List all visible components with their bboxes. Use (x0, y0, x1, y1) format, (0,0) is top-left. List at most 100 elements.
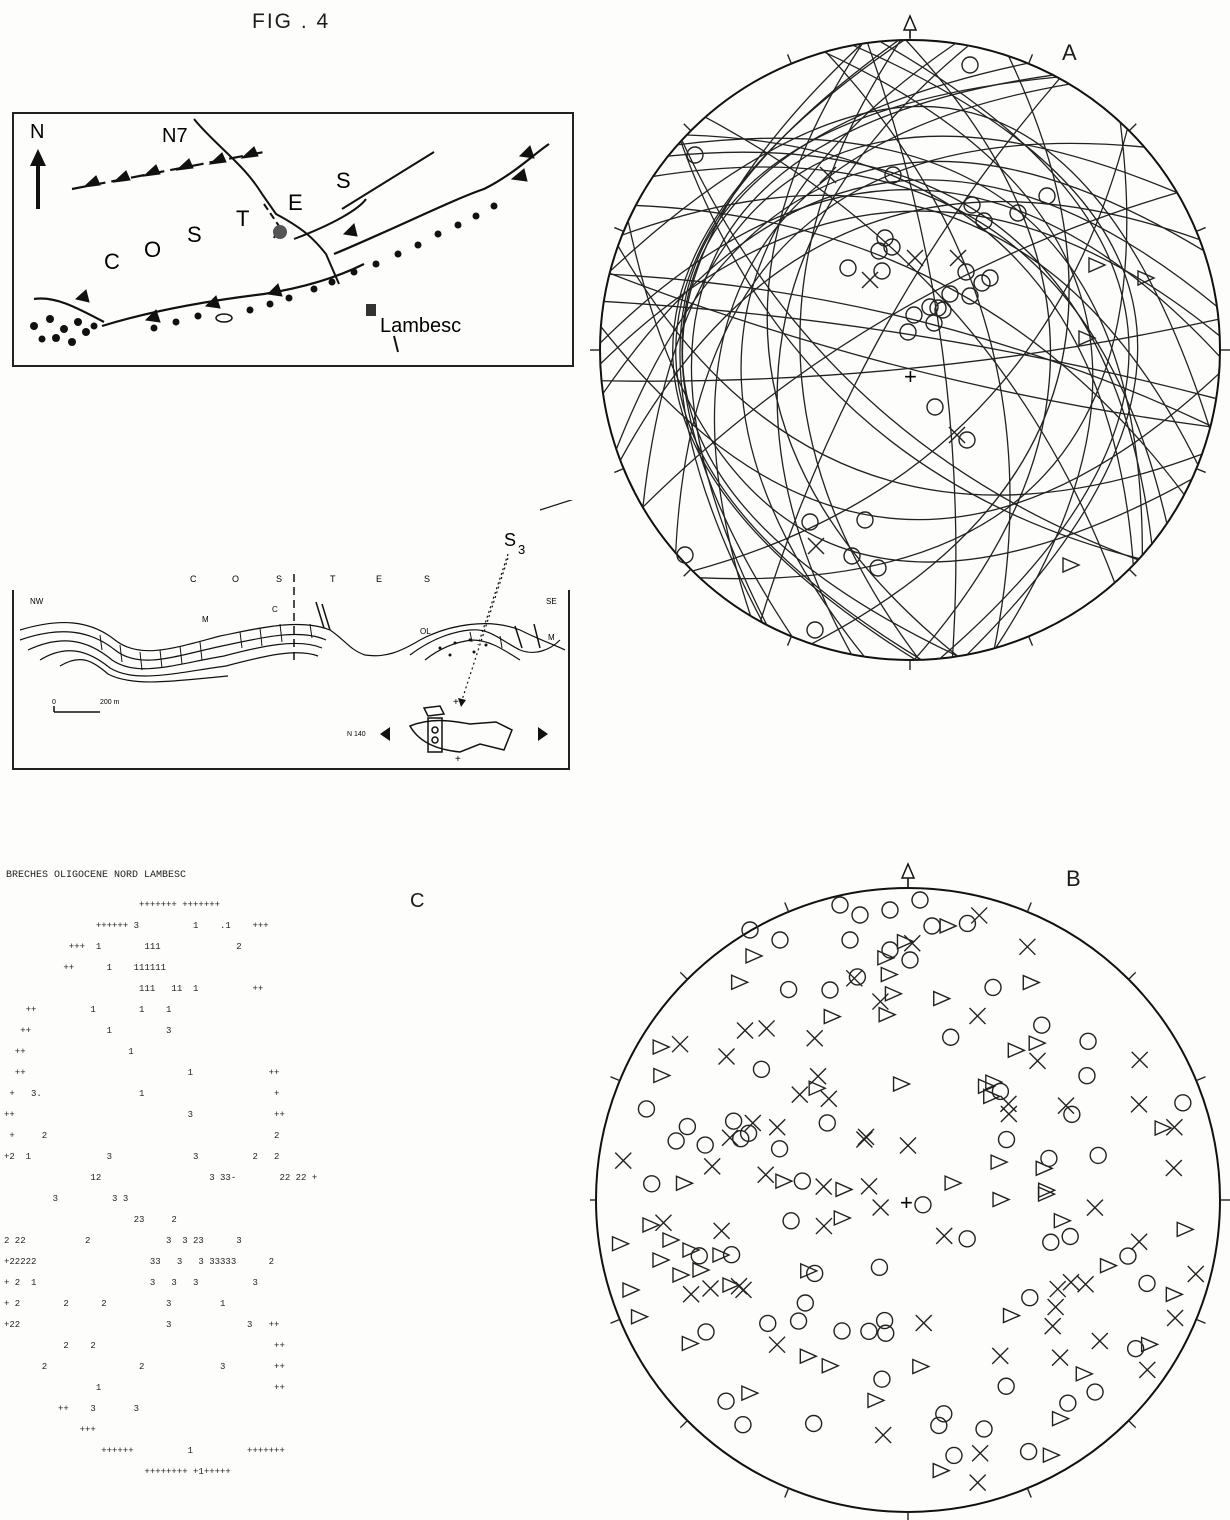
cross-symbol-icon (845, 969, 863, 987)
triangle-symbol-icon (682, 1241, 701, 1259)
great-circle (668, 151, 1153, 545)
circle-symbol-icon (771, 931, 789, 949)
printout-row: ++ 1 3 (4, 1026, 172, 1036)
north-label: N (30, 121, 44, 143)
circle-symbol-icon (975, 212, 993, 230)
circle-symbol-icon (873, 262, 891, 280)
circle-symbol-icon (914, 1196, 932, 1214)
tick-mark (614, 467, 624, 474)
section-header-letter: O (232, 574, 240, 584)
triangle-symbol-icon (1028, 1035, 1047, 1052)
cross-symbol-icon (809, 1067, 827, 1085)
triangle-symbol-icon (1051, 1410, 1071, 1427)
circle-symbol-icon (752, 1060, 771, 1079)
triangle-symbol-icon (990, 1154, 1009, 1171)
cross-symbol-icon (730, 1277, 748, 1295)
triangle-symbol-icon (977, 1078, 997, 1095)
circle-symbol-icon (789, 1312, 808, 1330)
tick-mark (1195, 1318, 1206, 1324)
triangle-symbol-icon (630, 1308, 650, 1325)
scale-zero: 0 (52, 699, 56, 706)
cross-symbol-icon (874, 1426, 892, 1444)
stereonet-a-symbols (676, 56, 1156, 639)
cross-symbol-icon (915, 1314, 933, 1332)
circle-symbol-icon (870, 242, 888, 260)
north-arrow-icon (30, 149, 46, 209)
triangle-symbol-icon (1140, 1336, 1160, 1353)
circle-symbol-icon (958, 431, 976, 449)
cross-symbol-icon (718, 1048, 736, 1066)
circle-symbol-icon (945, 1446, 963, 1465)
circle-symbol-icon (804, 1414, 823, 1433)
printout-row: ++ 1 111111 (4, 963, 167, 973)
triangle-symbol-icon (775, 1173, 794, 1190)
circle-symbol-icon (841, 931, 859, 949)
great-circle (776, 45, 969, 655)
cross-symbol-icon (806, 1029, 824, 1047)
triangle-symbol-icon (878, 1006, 897, 1023)
circle-symbol-icon (722, 1246, 741, 1264)
printout-row: +++ 1 111 2 (4, 942, 242, 952)
tick-mark (1196, 467, 1206, 474)
great-circle (759, 78, 1061, 622)
cross-section: C O S T E S NW SE M C OL M 0 200 m S (19, 500, 574, 765)
triangle-symbol-icon (1035, 1160, 1054, 1177)
printout-heading: BRECHES OLIGOCENE NORD LAMBESC (6, 870, 187, 881)
section-header-letter: S (276, 574, 283, 584)
triangle-symbol-icon (1075, 1365, 1095, 1382)
circle-symbol-icon (690, 1247, 708, 1265)
circle-symbol-icon (642, 1175, 661, 1193)
printout-row: 3 3 3 (4, 1194, 129, 1204)
printout-row: 12 3 33- 22 22 + (4, 1173, 318, 1183)
printout-row: 23 2 (4, 1215, 177, 1225)
circle-symbol-icon (734, 1416, 752, 1434)
tick-mark (614, 226, 624, 233)
cross-symbol-icon (1057, 1097, 1075, 1115)
triangle-symbol-icon (1099, 1257, 1119, 1274)
printout-row: 111 11 1 ++ (4, 984, 264, 994)
printout-row: ++++++ 1 +++++++ (4, 1446, 285, 1456)
cross-symbol-icon (815, 1217, 833, 1235)
section-frame (12, 590, 570, 770)
road-label: N7 (162, 125, 188, 147)
triangle-symbol-icon (653, 1067, 672, 1084)
printout-row: 2 2 ++ (4, 1341, 285, 1351)
printout-row: +++++++ +++++++ (4, 900, 221, 910)
tick-mark (679, 971, 688, 980)
tick-mark (786, 636, 793, 646)
direction-label: N 140 (347, 731, 366, 738)
section-header-letter: C (190, 574, 198, 584)
circle-symbol-icon (921, 298, 939, 316)
circle-symbol-icon (806, 1264, 824, 1283)
cross-symbol-icon (1077, 1275, 1095, 1293)
cross-symbol-icon (702, 1280, 720, 1298)
printout-row: ++++++++ +1+++++ (4, 1467, 231, 1477)
printout-row: +22222 33 3 3 33333 2 (4, 1257, 275, 1267)
circle-symbol-icon (1126, 1339, 1145, 1358)
nw-label: NW (30, 597, 44, 606)
circle-symbol-icon (759, 1314, 777, 1333)
region-letter: C (104, 249, 120, 274)
circle-symbol-icon (877, 1324, 895, 1342)
circle-symbol-icon (1009, 204, 1027, 222)
unit-c-label: C (272, 605, 278, 614)
circle-symbol-icon (881, 901, 899, 919)
cross-symbol-icon (969, 1474, 987, 1492)
circle-symbol-icon (869, 559, 887, 577)
circle-symbol-icon (923, 917, 941, 935)
printout-row: ++++++ 3 1 .1 +++ (4, 921, 269, 931)
tick-mark (786, 54, 793, 64)
cross-symbol-icon (791, 1086, 809, 1104)
great-circle (615, 160, 1205, 450)
triangle-symbol-icon (675, 1175, 695, 1192)
cross-symbol-icon (703, 1157, 721, 1175)
great-circle (617, 245, 1203, 496)
tick-mark (784, 902, 790, 913)
tick-mark (1196, 226, 1206, 233)
panel-a-label: A (1062, 40, 1077, 65)
circle-symbol-icon (961, 56, 979, 74)
great-circle (675, 40, 922, 660)
arrow-right-icon (538, 727, 548, 741)
circle-symbol-icon (686, 146, 704, 164)
triangle-symbol-icon (642, 1216, 661, 1234)
